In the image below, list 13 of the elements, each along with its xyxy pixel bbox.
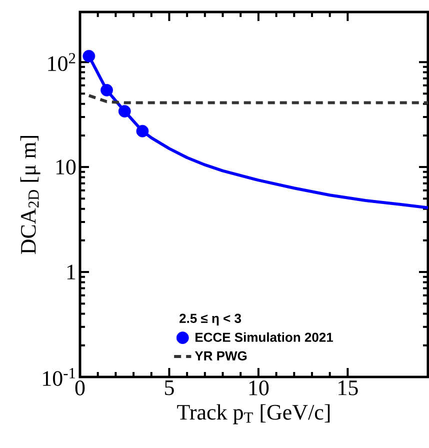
y-tick-label: 1 [67,264,76,280]
x-tick-label: 15 [338,380,358,396]
y-axis-title: DCA$_{2D}$ [μ m] [20,136,40,254]
x-axis-title: Track p$_{T}$ [GeV/c] [177,404,330,424]
y-tick-label: 10 [56,160,76,174]
y-tick-label: 10$^{2}$ [48,53,76,72]
legend-label: ECCE Simulation 2021 [196,332,334,342]
x-tick-label: 10 [249,380,269,396]
legend-title: 2.5 ≤ η < 3 [180,314,242,326]
y-tick-label: 10$^{-1}$ [43,368,76,386]
legend-label: YR PWG [194,351,247,360]
x-tick-label: 5 [165,380,174,396]
x-tick-label: 0 [75,380,85,396]
